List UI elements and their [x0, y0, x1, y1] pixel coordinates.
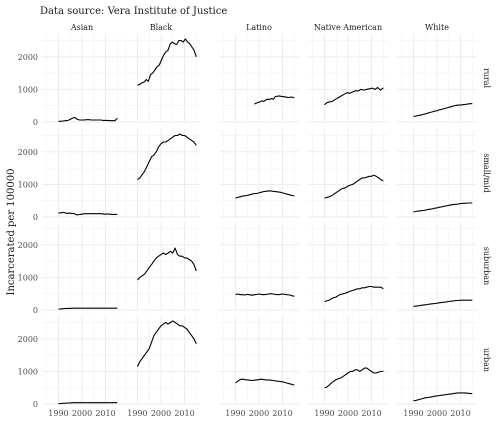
panel-small-mid-asian: 0 1000 2000 — [18, 129, 122, 222]
series-line — [235, 190, 295, 199]
series-line — [137, 38, 197, 86]
series-line — [324, 86, 384, 106]
facet-column-label: Asian — [70, 23, 93, 32]
panel-suburban-black — [121, 222, 201, 311]
facet-column-label: Native American — [314, 23, 382, 32]
panel-urban-black: 1990 2000 2010 — [121, 316, 201, 418]
panel-rural-asian: 0 1000 2000 — [18, 34, 122, 127]
panel-suburban-native-american — [308, 222, 388, 311]
y-tick-label: 0 — [33, 118, 38, 127]
y-tick-label: 0 — [33, 306, 38, 315]
x-tick-label: 1990 — [48, 409, 68, 418]
y-tick-label: 0 — [33, 213, 38, 222]
panel-small-mid-latino — [219, 129, 299, 218]
panel-suburban-asian: 0 1000 2000 — [18, 222, 122, 315]
facet-row-label: suburban — [482, 247, 491, 285]
y-tick-label: 1000 — [18, 85, 38, 94]
facet-column-label: Black — [150, 23, 173, 32]
panel-suburban-white — [397, 222, 477, 311]
y-tick-label: 0 — [33, 400, 38, 409]
series-line — [137, 247, 197, 281]
series-line — [235, 293, 295, 297]
series-line — [58, 307, 118, 310]
x-tick-label: 1990 — [225, 409, 245, 418]
x-tick-label: 2010 — [450, 409, 470, 418]
series-line — [137, 320, 197, 367]
facet-column-label: Latino — [246, 23, 272, 32]
x-tick-label: 2000 — [249, 409, 269, 418]
x-tick-label: 2000 — [427, 409, 447, 418]
series-line — [413, 202, 473, 213]
panel-suburban-latino — [219, 222, 299, 311]
facet-column-label: White — [425, 23, 449, 32]
panel-urban-native-american: 1990 2000 2010 — [308, 316, 388, 418]
series-line — [324, 285, 384, 303]
x-tick-label: 2000 — [151, 409, 171, 418]
y-tick-label: 1000 — [18, 273, 38, 282]
y-tick-label: 2000 — [18, 335, 38, 344]
series-line — [137, 133, 197, 180]
y-tick-label: 1000 — [18, 180, 38, 189]
series-line — [324, 174, 384, 199]
panel-rural-latino — [219, 34, 299, 123]
panel-urban-white: 1990 2000 2010 — [397, 316, 477, 418]
panel-rural-black — [121, 34, 201, 123]
x-tick-label: 2010 — [174, 409, 194, 418]
series-line — [58, 116, 118, 122]
y-tick-label: 1000 — [18, 367, 38, 376]
series-line — [324, 367, 384, 389]
y-tick-label: 2000 — [18, 53, 38, 62]
x-tick-label: 1990 — [314, 409, 334, 418]
facet-row-label: urban — [482, 348, 491, 372]
panel-rural-native-american — [308, 34, 388, 123]
x-tick-label: 1990 — [127, 409, 147, 418]
x-tick-label: 1990 — [403, 409, 423, 418]
series-line — [235, 378, 295, 386]
panel-small-mid-black — [121, 129, 201, 218]
chart-title: Data source: Vera Institute of Justice — [40, 6, 227, 17]
x-tick-label: 2000 — [338, 409, 358, 418]
series-line — [413, 103, 473, 118]
panel-rural-white — [397, 34, 477, 123]
y-axis-label: Incarcerated per 100000 — [6, 169, 17, 296]
x-tick-label: 2010 — [272, 409, 292, 418]
y-tick-label: 2000 — [18, 241, 38, 250]
series-line — [413, 299, 473, 307]
y-tick-label: 2000 — [18, 148, 38, 157]
x-tick-label: 2000 — [72, 409, 92, 418]
x-tick-label: 2010 — [361, 409, 381, 418]
series-line — [58, 402, 118, 405]
facet-row-label: rural — [482, 68, 491, 89]
series-line — [413, 392, 473, 402]
facet-row-label: small/mid — [482, 153, 491, 193]
x-tick-label: 2010 — [95, 409, 115, 418]
series-line — [254, 95, 295, 105]
panel-small-mid-white — [397, 129, 477, 218]
series-line — [58, 211, 118, 216]
panel-grid: Asian Black Latino Native American White rura… — [18, 23, 491, 418]
panel-small-mid-native-american — [308, 129, 388, 218]
panel-urban-latino: 1990 2000 2010 — [219, 316, 299, 418]
